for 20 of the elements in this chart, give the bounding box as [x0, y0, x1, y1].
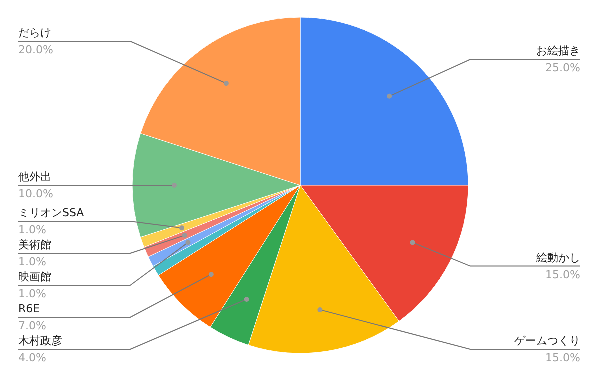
data-label: 4.0%	[18, 352, 46, 364]
slice-label: 絵動かし	[536, 251, 580, 264]
data-label: 20.0%	[18, 43, 54, 56]
slice-label: 他外出	[18, 170, 52, 184]
data-label: 10.0%	[18, 188, 54, 200]
slice-label: 木村政彦	[18, 334, 62, 348]
data-label: 15.0%	[546, 268, 581, 282]
data-label: 1.0%	[18, 288, 46, 300]
data-label: 1.0%	[18, 224, 46, 236]
slice-label: お絵描き	[536, 44, 580, 58]
slice-label: だらけ	[18, 26, 52, 40]
data-label: 1.0%	[18, 256, 46, 268]
slice-label: 映画館	[18, 270, 52, 284]
data-label: 7.0%	[18, 320, 46, 332]
slice-label: ミリオンSSA	[18, 206, 85, 220]
slice-label: 美術館	[18, 238, 52, 252]
slice-label: R6E	[18, 302, 40, 316]
data-label: 15.0%	[546, 352, 581, 364]
slice-label: ゲームつくり	[514, 334, 580, 348]
data-label: 25.0%	[546, 62, 581, 75]
